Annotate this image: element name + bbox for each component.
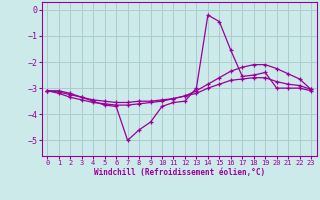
X-axis label: Windchill (Refroidissement éolien,°C): Windchill (Refroidissement éolien,°C) xyxy=(94,168,265,177)
